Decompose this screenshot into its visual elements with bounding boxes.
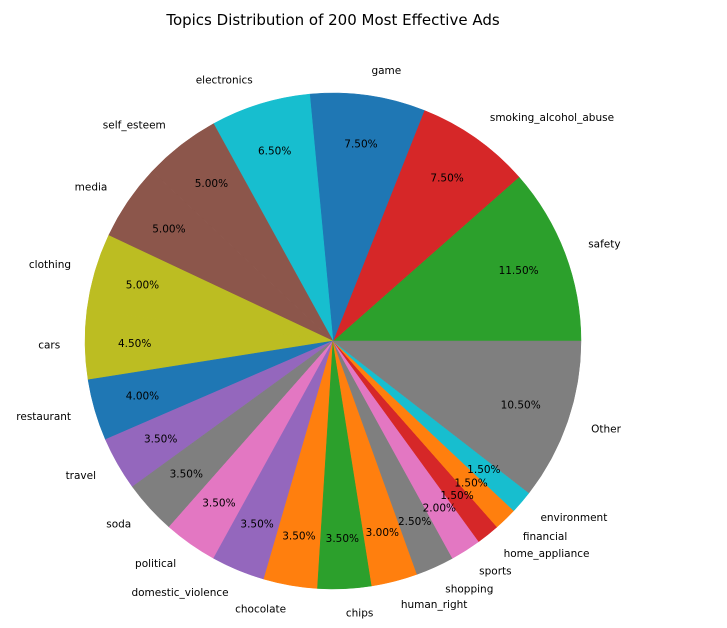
- percent-label-human-right: 3.00%: [366, 527, 399, 539]
- category-label-clothing: clothing: [29, 259, 71, 271]
- category-label-financial: financial: [523, 531, 567, 543]
- percent-label-chocolate: 3.50%: [282, 530, 315, 542]
- category-label-environment: environment: [540, 512, 607, 524]
- percent-label-domestic-violence: 3.50%: [240, 518, 273, 530]
- category-label-human-right: human_right: [401, 599, 468, 611]
- category-label-chocolate: chocolate: [235, 604, 286, 616]
- percent-labels: 11.50% 7.50% 7.50% 6.50% 5.00% 5.00% 5.00% 4.50…: [118, 139, 541, 546]
- percent-label-clothing: 5.00%: [126, 280, 159, 292]
- percent-label-soda: 3.50%: [170, 469, 203, 481]
- category-label-home-appliance: home_appliance: [504, 548, 590, 560]
- category-label-smoking-alcohol-abuse: smoking_alcohol_abuse: [490, 112, 614, 124]
- category-label-self-esteem: self_esteem: [103, 119, 166, 131]
- percent-label-restaurant: 4.00%: [126, 390, 159, 402]
- pie-slice-smoking-alcohol-abuse: [332, 110, 520, 342]
- percent-label-travel: 3.50%: [144, 433, 177, 445]
- percent-label-financial: 1.50%: [454, 477, 487, 489]
- category-label-travel: travel: [66, 470, 96, 482]
- percent-label-sports: 2.00%: [423, 503, 456, 515]
- percent-label-game: 7.50%: [344, 139, 377, 151]
- category-label-cars: cars: [38, 339, 60, 351]
- category-labels: safety smoking_alcohol_abuse game electroni…: [16, 65, 621, 620]
- category-label-sports: sports: [479, 565, 511, 577]
- category-label-political: political: [135, 558, 176, 570]
- chart-title: Topics Distribution of 200 Most Effectiv…: [166, 11, 500, 29]
- pie-slices: [84, 92, 582, 590]
- percent-label-home-appliance: 1.50%: [440, 490, 473, 502]
- percent-label-chips: 3.50%: [326, 533, 359, 545]
- pie-slice-other: [332, 340, 582, 494]
- category-label-media: media: [75, 182, 108, 194]
- percent-label-media: 5.00%: [152, 223, 185, 235]
- category-label-other: Other: [591, 423, 621, 435]
- category-label-shopping: shopping: [445, 584, 493, 596]
- percent-label-shopping: 2.50%: [398, 516, 431, 528]
- category-label-safety: safety: [588, 239, 620, 251]
- percent-label-environment: 1.50%: [467, 464, 500, 476]
- percent-label-self-esteem: 5.00%: [195, 178, 228, 190]
- category-label-restaurant: restaurant: [16, 411, 71, 423]
- pie-slice-game: [309, 92, 425, 342]
- category-label-chips: chips: [346, 607, 373, 619]
- category-label-game: game: [371, 65, 401, 77]
- pie-slice-safety: [332, 176, 582, 342]
- percent-label-smoking-alcohol-abuse: 7.50%: [430, 173, 463, 185]
- category-label-domestic-violence: domestic_violence: [131, 587, 228, 599]
- category-label-electronics: electronics: [196, 74, 253, 86]
- percent-label-safety: 11.50%: [499, 265, 539, 277]
- percent-label-electronics: 6.50%: [258, 145, 291, 157]
- percent-label-cars: 4.50%: [118, 338, 151, 350]
- percent-label-political: 3.50%: [202, 497, 235, 509]
- category-label-soda: soda: [106, 519, 131, 531]
- percent-label-other: 10.50%: [501, 399, 541, 411]
